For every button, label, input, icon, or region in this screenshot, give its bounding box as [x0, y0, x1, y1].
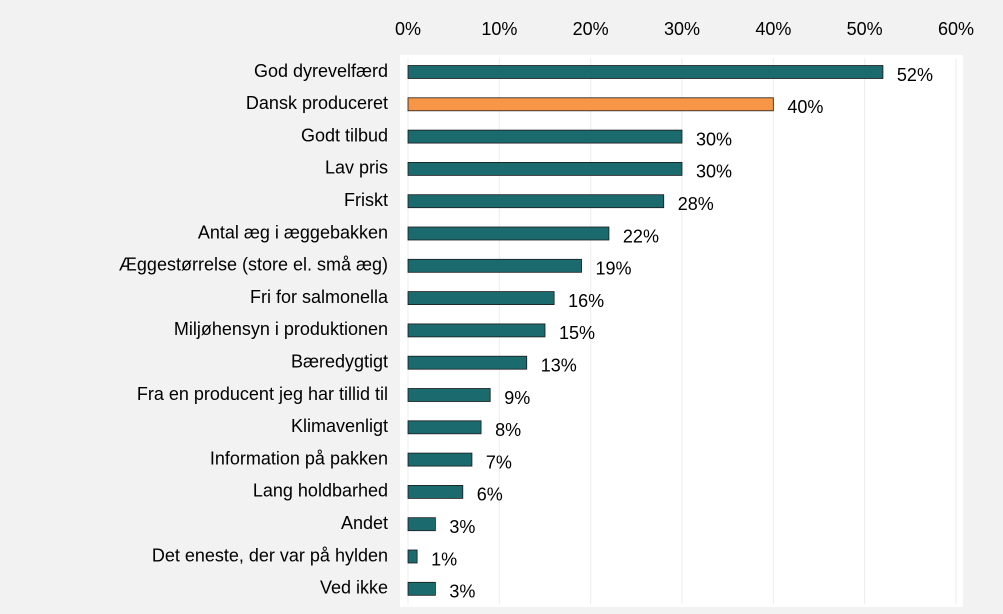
bar: [407, 194, 665, 209]
data-label: 6%: [477, 485, 503, 505]
x-tick-label: 0%: [395, 19, 421, 39]
x-tick-label: 50%: [847, 19, 883, 39]
y-tick-label: Fri for salmonella: [250, 287, 389, 307]
y-tick-label: Det eneste, der var på hylden: [152, 545, 388, 565]
bar: [407, 388, 491, 402]
y-tick-label: Bæredygtigt: [291, 351, 388, 371]
bar: [407, 581, 436, 596]
bar: [407, 97, 774, 112]
x-tick-label: 60%: [938, 19, 974, 39]
bar: [407, 226, 610, 241]
data-label: 7%: [486, 452, 512, 472]
bar: [407, 355, 528, 370]
data-label: 22%: [623, 226, 659, 246]
data-label: 30%: [696, 129, 732, 149]
data-label: 8%: [495, 420, 521, 440]
bar: [407, 129, 683, 144]
y-tick-label: Friskt: [344, 190, 388, 210]
x-tick-label: 20%: [573, 19, 609, 39]
bar: [407, 420, 482, 435]
y-tick-label: Information på pakken: [210, 448, 388, 468]
y-tick-label: Antal æg i æggebakken: [198, 222, 388, 242]
y-tick-label: Dansk produceret: [246, 93, 388, 113]
data-label: 16%: [568, 291, 604, 311]
data-label: 40%: [787, 97, 823, 117]
bar: [407, 517, 436, 532]
y-tick-label: Miljøhensyn i produktionen: [174, 319, 388, 339]
bar: [407, 161, 683, 176]
bar: [407, 65, 884, 79]
y-tick-label: Ved ikke: [320, 578, 388, 598]
y-tick-label: Æggestørrelse (store el. små æg): [119, 255, 388, 275]
data-label: 13%: [541, 355, 577, 375]
y-tick-label: Lang holdbarhed: [253, 481, 388, 501]
data-label: 3%: [449, 517, 475, 537]
bar: [407, 258, 582, 273]
x-tick-label: 40%: [755, 19, 791, 39]
data-label: 28%: [678, 194, 714, 214]
bar: [407, 291, 555, 306]
data-label: 15%: [559, 323, 595, 343]
bar: [407, 452, 473, 467]
bar: [407, 323, 546, 338]
bar: [407, 484, 464, 499]
y-tick-label: Andet: [341, 513, 388, 533]
data-label: 3%: [449, 582, 475, 602]
data-label: 1%: [431, 549, 457, 569]
bar: [407, 549, 418, 564]
y-tick-label: Fra en producent jeg har tillid til: [137, 384, 388, 404]
y-tick-label: Godt tilbud: [301, 125, 388, 145]
y-tick-label: Klimavenligt: [291, 416, 388, 436]
x-tick-label: 10%: [481, 19, 517, 39]
data-label: 19%: [596, 259, 632, 279]
data-label: 30%: [696, 162, 732, 182]
data-label: 52%: [897, 65, 933, 85]
y-tick-label: God dyrevelfærd: [254, 61, 388, 81]
y-tick-label: Lav pris: [325, 158, 388, 178]
x-tick-label: 30%: [664, 19, 700, 39]
data-label: 9%: [504, 388, 530, 408]
